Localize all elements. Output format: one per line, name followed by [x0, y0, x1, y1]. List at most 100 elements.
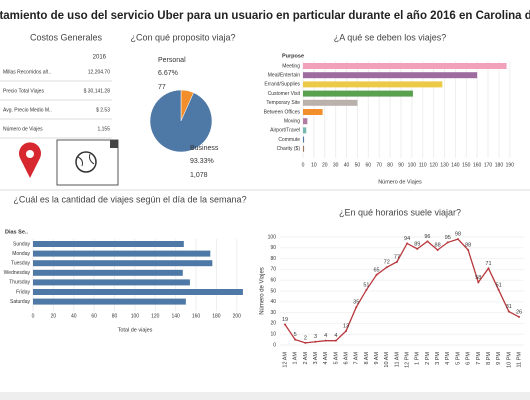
pie-slice — [149, 89, 213, 153]
x-tick-label: 20 — [322, 162, 328, 168]
data-label: 2 — [304, 335, 307, 341]
slice-label: Personal — [158, 57, 186, 64]
point — [345, 329, 348, 332]
x-tick-label: 150 — [462, 162, 471, 168]
point — [477, 281, 480, 284]
chart-title: ¿A qué se deben los viajes? — [334, 32, 447, 42]
section-title: Costos Generales — [30, 32, 103, 42]
chart-title: ¿Cuál es la cantidad de viajes según el … — [13, 194, 246, 204]
x-tick-label: 140 — [451, 162, 460, 168]
data-label: 51 — [363, 282, 369, 288]
x-tick-label: 7 AM — [354, 352, 360, 365]
row-value: $ 30,141.28 — [84, 88, 111, 94]
y-tick-label: 90 — [270, 245, 276, 251]
point — [507, 310, 510, 313]
data-label: 31 — [506, 304, 512, 310]
y-tick-label: Wednesday — [4, 270, 31, 276]
x-tick-label: 6 PM — [466, 352, 472, 365]
data-label: 35 — [353, 300, 359, 306]
bar — [33, 260, 213, 267]
y-tick-label: 70 — [270, 267, 276, 273]
x-tick-label: 40 — [344, 162, 350, 168]
x-tick-label: 12 PM — [405, 352, 411, 368]
y-tick-label: 20 — [270, 321, 276, 327]
row-label: Número de Viajes — [3, 126, 43, 132]
x-tick-label: 0 — [302, 162, 305, 168]
x-tick-label: 2 AM — [303, 352, 309, 365]
data-label: 88 — [465, 242, 471, 248]
point — [406, 242, 409, 245]
y-tick-label: 100 — [268, 234, 277, 240]
y-tick-label: Errand/Supplies — [264, 82, 300, 88]
y-tick-label: Sunday — [13, 241, 30, 247]
x-tick-label: 100 — [408, 162, 417, 168]
data-label: 96 — [424, 234, 430, 240]
data-label: 88 — [435, 242, 441, 248]
point — [487, 267, 490, 270]
x-tick-label: 4 AM — [323, 352, 329, 365]
point — [314, 340, 317, 343]
x-tick-label: 6 AM — [343, 352, 349, 365]
data-label: 89 — [414, 241, 420, 247]
data-label: 26 — [516, 309, 522, 315]
column-header: 2016 — [93, 55, 107, 61]
x-tick-label: 170 — [484, 162, 493, 168]
data-label: 94 — [404, 236, 410, 242]
map-pin — [19, 142, 41, 178]
bar — [303, 118, 308, 125]
slice-percent: 93.33% — [190, 158, 214, 165]
x-tick-label: 120 — [429, 162, 438, 168]
x-tick-label: 5 AM — [333, 352, 339, 365]
x-tick-label: 180 — [495, 162, 504, 168]
x-tick-label: 10 AM — [384, 352, 390, 368]
x-tick-label: 160 — [473, 162, 482, 168]
x-tick-label: 70 — [376, 162, 382, 168]
bar — [303, 63, 507, 69]
x-tick-label: 7 PM — [476, 352, 482, 365]
x-tick-label: 200 — [233, 313, 242, 319]
data-label: 13 — [343, 323, 349, 329]
x-tick-label: 60 — [366, 162, 372, 168]
point — [385, 266, 388, 269]
point — [518, 315, 520, 318]
x-tick-label: 160 — [192, 313, 201, 319]
x-tick-label: 11 PM — [516, 352, 522, 368]
y-tick-label: 40 — [270, 299, 276, 305]
x-tick-label: 9 AM — [374, 352, 380, 365]
y-tick-label: 0 — [273, 342, 276, 348]
data-label: 98 — [455, 232, 461, 238]
data-label: 19 — [282, 317, 288, 323]
point — [416, 247, 419, 250]
point — [365, 288, 368, 291]
category-header: Dias Se.. — [5, 229, 28, 235]
data-label: 5 — [294, 332, 297, 338]
y-tick-label: Charity ($) — [277, 146, 301, 152]
y-axis-label: Número de Viajes — [260, 267, 266, 315]
y-tick-label: Commute — [278, 137, 300, 143]
data-label: 58 — [475, 275, 481, 281]
x-tick-label: 30 — [333, 162, 339, 168]
row-label: Millas Recorridos añ.. — [3, 69, 51, 75]
x-tick-label: 180 — [212, 313, 221, 319]
bar — [303, 90, 413, 97]
x-tick-label: 0 — [32, 313, 35, 319]
point — [467, 248, 470, 251]
y-tick-label: 10 — [270, 332, 276, 338]
x-axis-label: Número de Viajes — [378, 179, 422, 185]
bar — [303, 99, 358, 106]
point — [375, 273, 378, 276]
bar — [303, 81, 443, 88]
y-tick-label: Airport/Travel — [270, 128, 300, 134]
bar — [303, 127, 307, 134]
bar — [303, 136, 305, 143]
x-tick-label: 10 PM — [506, 352, 512, 368]
x-tick-label: 2 PM — [425, 352, 431, 365]
bar — [303, 72, 478, 79]
point — [324, 339, 327, 342]
data-label: 51 — [496, 282, 502, 288]
data-label: 77 — [394, 254, 400, 260]
x-tick-label: 80 — [112, 313, 118, 319]
slice-label: Business — [190, 145, 219, 152]
x-tick-label: 5 PM — [455, 352, 461, 365]
